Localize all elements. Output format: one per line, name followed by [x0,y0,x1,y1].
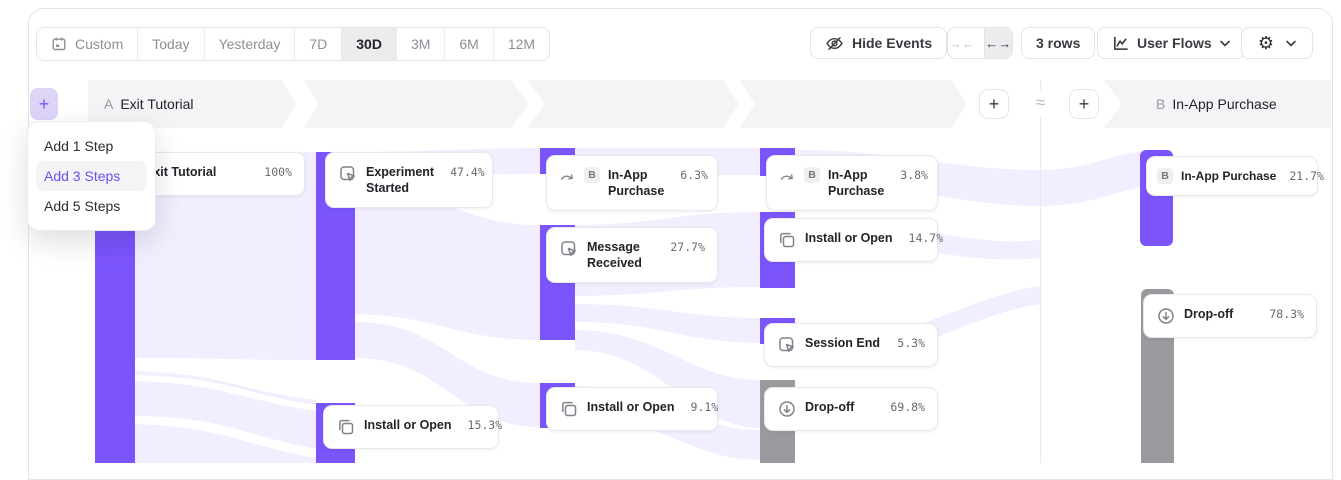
node-label: Install or Open [364,418,452,432]
node-drop-off-b[interactable]: Drop-off 78.3% [1143,294,1317,338]
section-divider [1040,80,1041,463]
collapse-columns-button[interactable]: →← [948,28,976,58]
menu-item-add-3-steps[interactable]: Add 3 Steps [36,161,147,191]
chart-icon [1114,36,1128,50]
node-install-or-open-1[interactable]: Install or Open 15.3% [323,405,502,449]
node-install-or-open-2[interactable]: Install or Open 9.1% [546,387,718,431]
date-range-12m[interactable]: 12M [492,28,549,60]
view-selector-button[interactable]: User Flows [1097,27,1245,59]
node-percent: 9.1% [690,400,719,414]
node-label: In-App Purchase [1181,169,1277,183]
node-session-end[interactable]: Session End 5.3% [764,323,938,367]
event-icon [340,166,355,181]
node-percent: 69.8% [890,400,925,414]
date-range-6m[interactable]: 6M [444,28,492,60]
node-label: Message Received [587,240,642,270]
chevron-down-icon [1286,40,1296,47]
node-percent: 3.8% [900,168,928,182]
purchase-icon [780,174,793,180]
section-b-badge: B [1156,96,1166,112]
section-a-header-band: A Exit Tutorial [88,80,967,128]
dropoff-icon [1158,308,1174,324]
gear-icon: ⚙ [1257,33,1275,53]
node-percent: 5.3% [897,336,925,350]
eye-off-icon [826,36,843,50]
hide-events-label: Hide Events [852,35,933,51]
view-selector-label: User Flows [1137,35,1212,51]
approx-separator: ≈ [1028,90,1053,116]
event-icon [779,337,794,352]
event-icon [561,241,576,256]
menu-item-add-5-steps[interactable]: Add 5 Steps [44,198,121,214]
add-step-left-button[interactable]: + [30,88,58,120]
node-percent: 6.3% [680,168,708,182]
node-label: Drop-off [1184,307,1234,321]
metric-badge-b: B [804,167,820,183]
metric-badge-b: B [584,167,600,183]
node-percent: 100% [264,165,292,179]
dropoff-icon [779,401,795,417]
app-icon [339,419,354,435]
node-label: Install or Open [805,231,893,245]
node-label: Session End [805,336,881,350]
node-in-app-purchase-1[interactable]: B In-App Purchase 6.3% [546,155,718,211]
section-a-title: A Exit Tutorial [104,96,194,112]
rows-label: 3 rows [1036,35,1081,51]
section-b-title: B In-App Purchase [1156,96,1277,112]
menu-item-add-1-step[interactable]: Add 1 Step [44,138,114,154]
date-range-control: Custom Today Yesterday 7D 30D 3M 6M 12M [36,27,551,61]
node-percent: 15.3% [467,418,503,432]
section-a-badge: A [104,96,114,112]
add-step-right-button[interactable]: + [979,89,1009,119]
add-step-before-b-button[interactable]: + [1069,89,1099,119]
node-label: In-App Purchase [828,168,885,198]
date-range-today[interactable]: Today [137,28,203,60]
node-message-received[interactable]: Message Received 27.7% [546,227,718,283]
app-icon [780,232,795,248]
node-in-app-purchase-b[interactable]: B In-App Purchase 21.7% [1146,156,1324,196]
node-percent: 21.7% [1289,169,1324,183]
calendar-icon [52,37,66,51]
node-drop-off-a[interactable]: Drop-off 69.8% [764,387,938,431]
step-segment-4[interactable] [739,80,967,128]
step-segment-3[interactable] [528,80,739,128]
step-segment-1[interactable]: A Exit Tutorial [88,80,297,128]
date-range-yesterday[interactable]: Yesterday [203,28,295,60]
chevron-down-icon [1219,40,1230,47]
collapse-columns-icon: →← [948,35,975,51]
date-range-30d[interactable]: 30D [341,28,396,60]
node-percent: 47.4% [450,165,485,179]
step-segment-2[interactable] [303,80,528,128]
column-width-control: →← ←→ [947,27,1013,59]
node-percent: 27.7% [670,240,705,254]
date-range-3m[interactable]: 3M [395,28,444,60]
node-label: Install or Open [587,400,675,414]
node-percent: 78.3% [1269,307,1304,321]
add-steps-menu: Add 1 Step Add 3 Steps Add 5 Steps [27,121,156,231]
section-b-header-band[interactable]: B In-App Purchase [1104,80,1331,128]
node-label: In-App Purchase [608,168,665,198]
expand-columns-icon: ←→ [985,35,1012,51]
date-range-7d[interactable]: 7D [294,28,341,60]
hide-events-button[interactable]: Hide Events [810,27,948,59]
node-experiment-started[interactable]: Experiment Started 47.4% [325,152,493,208]
rows-button[interactable]: 3 rows [1021,27,1096,59]
date-range-label: Custom [75,36,124,52]
node-percent: 14.7% [908,231,944,245]
node-in-app-purchase-2[interactable]: B In-App Purchase 3.8% [766,155,938,211]
date-range-custom[interactable]: Custom [37,28,137,60]
node-label: Drop-off [805,400,855,414]
metric-badge-b: B [1157,168,1173,184]
expand-columns-button[interactable]: ←→ [983,28,1012,58]
node-install-or-open-3[interactable]: Install or Open 14.7% [764,218,943,262]
node-label: Exit Tutorial [145,165,217,179]
purchase-icon [560,174,573,180]
app-icon [562,401,577,417]
node-label: Experiment Started [366,165,435,195]
settings-button[interactable]: ⚙ [1241,27,1313,59]
